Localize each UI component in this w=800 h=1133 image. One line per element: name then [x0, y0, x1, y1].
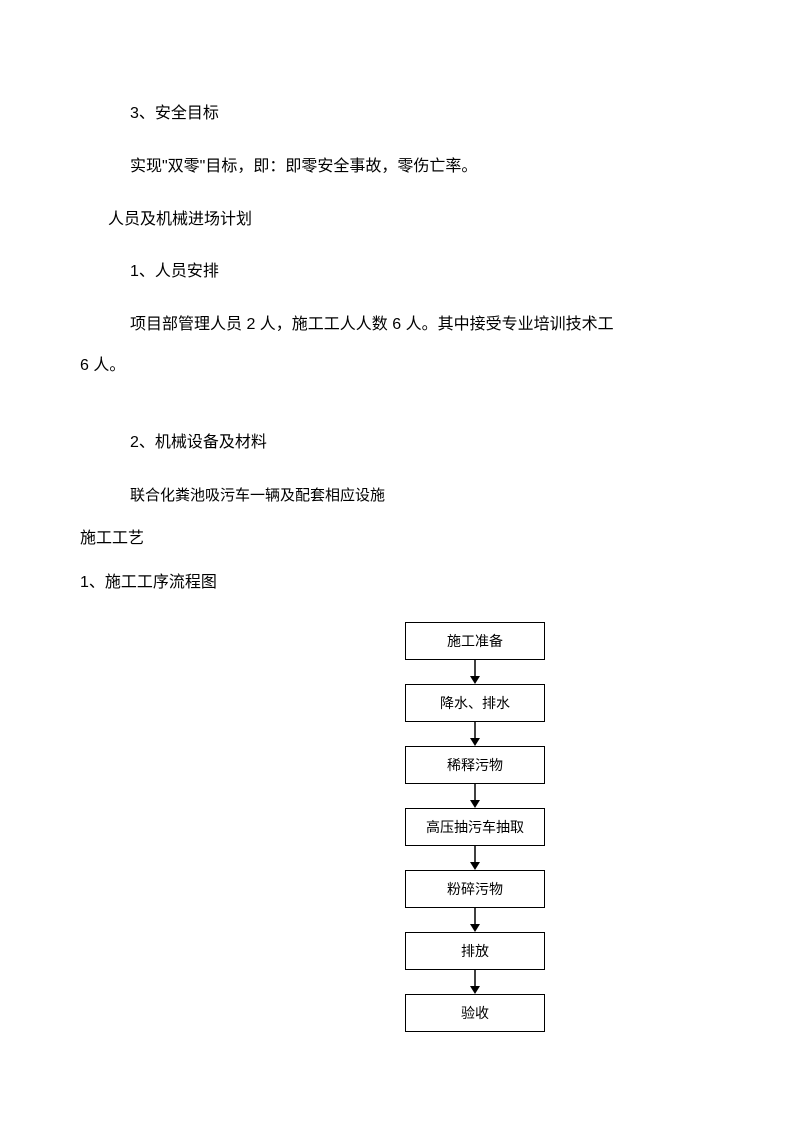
- process-flow-title: 1、施工工序流程图: [80, 569, 720, 598]
- flow-node: 稀释污物: [405, 746, 545, 784]
- equipment-text: 联合化粪池吸污车一辆及配套相应设施: [80, 482, 720, 509]
- safety-goal-text: 实现"双零"目标，即：即零安全事故，零伤亡率。: [80, 153, 720, 182]
- flow-arrow-icon: [474, 970, 476, 994]
- flow-node: 降水、排水: [405, 684, 545, 722]
- safety-goal-heading: 3、安全目标: [80, 100, 720, 129]
- equipment-heading: 2、机械设备及材料: [80, 429, 720, 458]
- process-title: 施工工艺: [80, 525, 720, 554]
- flow-arrow-icon: [474, 722, 476, 746]
- flow-node: 验收: [405, 994, 545, 1032]
- flow-node: 施工准备: [405, 622, 545, 660]
- personnel-heading: 1、人员安排: [80, 258, 720, 287]
- personnel-plan-title: 人员及机械进场计划: [80, 206, 720, 235]
- personnel-text-line1: 项目部管理人员 2 人，施工工人人数 6 人。其中接受专业培训技术工: [80, 311, 720, 340]
- flow-arrow-icon: [474, 784, 476, 808]
- flow-node: 排放: [405, 932, 545, 970]
- process-flowchart: 施工准备降水、排水稀释污物高压抽污车抽取粉碎污物排放验收: [230, 622, 720, 1032]
- personnel-text-line2: 6 人。: [80, 352, 720, 381]
- flow-arrow-icon: [474, 846, 476, 870]
- flow-arrow-icon: [474, 908, 476, 932]
- flow-node: 高压抽污车抽取: [405, 808, 545, 846]
- flow-node: 粉碎污物: [405, 870, 545, 908]
- flow-arrow-icon: [474, 660, 476, 684]
